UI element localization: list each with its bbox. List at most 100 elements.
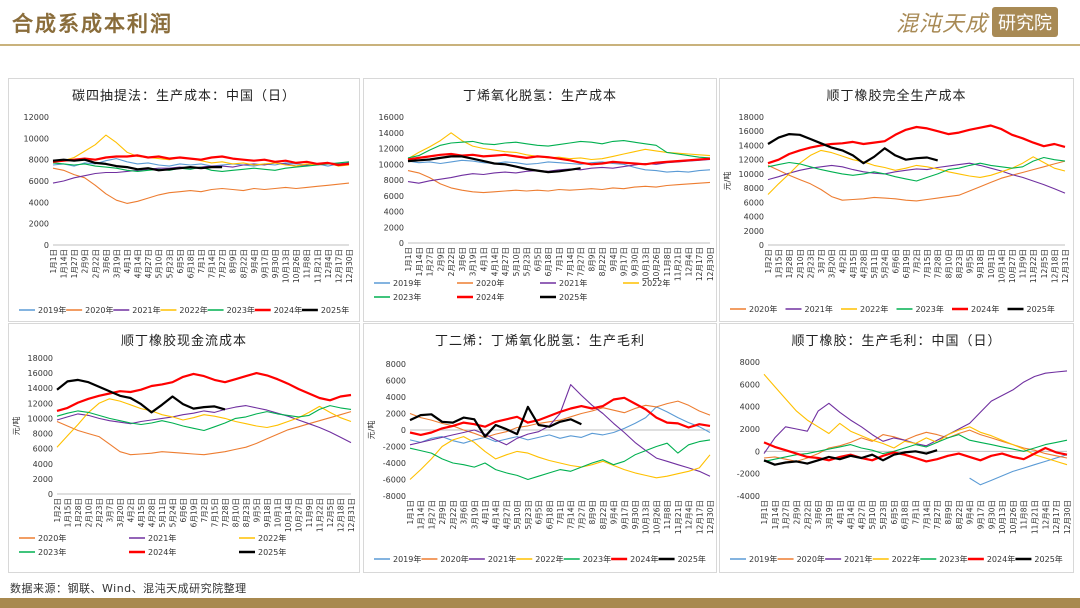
x-tick-label: 7月1日 (912, 500, 921, 525)
x-tick-label: 7月1日 (197, 249, 206, 274)
x-tick-label: 6月5日 (533, 247, 542, 272)
chart-panel-br-cashflow-cost: 顺丁橡胶现金流成本 0 2000 4000 6000 8000 10000 12000 1400… (8, 323, 360, 573)
x-tick-label: 9月4日 (610, 500, 619, 525)
series-line (52, 158, 350, 167)
x-tick-label: 3月7日 (106, 498, 115, 523)
x-tick-label: 8月22日 (599, 500, 608, 529)
y-tick-label: -2000 (737, 470, 760, 479)
x-tick-label: 11月9日 (305, 498, 314, 527)
y-tick-label: 10000 (28, 414, 53, 423)
x-tick-label: 12月30日 (706, 247, 715, 281)
x-tick-label: 1月15日 (64, 498, 73, 527)
x-tick-label: 4月28日 (148, 498, 157, 527)
x-tick-label: 9月5日 (966, 249, 975, 274)
y-tick-label: 6000 (29, 177, 49, 186)
x-tick-label: 2月22日 (803, 500, 812, 529)
chart-title: 丁烯氧化脱氢：生产成本 (462, 89, 617, 104)
x-tick-label: 9月17日 (620, 247, 629, 276)
y-tick-label: 18000 (739, 113, 764, 122)
x-tick-label: 3月20日 (828, 249, 837, 278)
x-tick-label: 3月6日 (102, 249, 111, 274)
x-tick-label: 6月18日 (186, 249, 195, 278)
x-tick-label: 5月23日 (523, 247, 532, 276)
x-tick-label: 3月19日 (469, 247, 478, 276)
x-tick-label: 9月17日 (620, 500, 629, 529)
y-tick-label: 0 (399, 239, 404, 248)
x-tick-label: 9月5日 (253, 498, 262, 523)
x-tick-label: 12月17日 (695, 500, 704, 534)
chart-panel-butane-extraction-cost: 碳四抽提法：生产成本：中国（日） 0 2000 4000 6000 8000 10000 12… (8, 78, 360, 322)
legend-label: 2025年 (258, 547, 286, 557)
legend-label: 2024年 (476, 292, 504, 302)
x-tick-label: 10月27日 (1008, 249, 1017, 283)
series-line (407, 140, 711, 159)
x-tick-label: 11月9日 (1019, 249, 1028, 278)
x-tick-label: 1月1日 (49, 249, 58, 274)
x-tick-label: 10月26日 (1009, 500, 1018, 534)
chart-svg: 0 2000 4000 6000 8000 10000 12000 14000 16000 180… (11, 354, 356, 557)
series-line (763, 370, 1068, 454)
x-tick-label: 2月9日 (436, 247, 445, 272)
legend-label: 2020年 (797, 554, 825, 564)
x-tick-label: 5月24日 (169, 498, 178, 527)
header: 合成系成本利润 混沌天成 研究院 (0, 0, 1080, 44)
legend-label: 2024年 (148, 547, 176, 557)
x-tick-label: 11月8日 (663, 500, 672, 529)
legend-label: 2024年 (630, 554, 658, 564)
legend-label: 2023年 (916, 304, 944, 314)
chart-title: 顺丁橡胶现金流成本 (120, 334, 247, 349)
legend-label: 2021年 (148, 533, 176, 543)
x-tick-label: 12月31日 (347, 498, 356, 532)
series-line (767, 133, 938, 165)
y-tick-label: 6000 (33, 445, 53, 454)
y-tick-label: 2000 (744, 227, 764, 236)
y-tick-label: 14000 (28, 384, 53, 393)
y-tick-label: 4000 (384, 208, 404, 217)
x-tick-label: 2月9日 (438, 500, 447, 525)
x-tick-label: 4月1日 (480, 247, 489, 272)
series-line (52, 167, 350, 204)
x-tick-label: 1月28日 (74, 498, 83, 527)
legend-label: 2022年 (258, 533, 286, 543)
x-tick-label: 9月17日 (260, 249, 269, 278)
chart-panel-br-full-cost: 顺丁橡胶完全生产成本 0 2000 4000 6000 8000 10000 12000 140… (719, 78, 1074, 322)
x-tick-label: 7月27日 (577, 247, 586, 276)
chart-title: 顺丁橡胶完全生产成本 (826, 89, 967, 104)
x-tick-label: 9月18日 (976, 249, 985, 278)
x-tick-label: 5月10日 (155, 249, 164, 278)
x-tick-label: 4月15日 (849, 249, 858, 278)
x-tick-label: 6月18日 (545, 500, 554, 529)
x-tick-label: 1月14日 (771, 500, 780, 529)
x-tick-label: 12月18日 (337, 498, 346, 532)
x-tick-label: 4月27日 (144, 249, 153, 278)
x-tick-label: 7月14日 (566, 247, 575, 276)
x-tick-label: 5月10日 (513, 500, 522, 529)
series-line (763, 449, 938, 466)
y-tick-label: 8000 (386, 360, 406, 369)
x-tick-label: 7月28日 (934, 249, 943, 278)
x-tick-label: 5月11日 (870, 249, 879, 278)
x-tick-label: 10月26日 (292, 249, 301, 283)
y-tick-label: 16000 (28, 369, 53, 378)
legend-label: 2024年 (274, 305, 302, 315)
x-tick-label: 5月23日 (165, 249, 174, 278)
page-title: 合成系成本利润 (12, 11, 173, 36)
series-line (56, 372, 352, 412)
legend-label: 2022年 (860, 304, 888, 314)
y-tick-label: 2000 (384, 223, 404, 232)
chart-panel-odh-cost: 丁烯氧化脱氢：生产成本 0 2000 4000 6000 8000 10000 12000 14… (363, 78, 717, 322)
series-line (409, 436, 711, 480)
legend-label: 2022年 (642, 278, 670, 288)
y-tick-label: 4000 (29, 198, 49, 207)
y-axis-label: 元/吨 (722, 172, 732, 191)
x-tick-label: 11月8日 (303, 249, 312, 278)
series-line (407, 152, 711, 166)
x-tick-label: 1月14日 (415, 247, 424, 276)
x-tick-label: 8月10日 (232, 498, 241, 527)
x-tick-label: 7月15日 (211, 498, 220, 527)
x-tick-label: 10月26日 (652, 500, 661, 534)
x-tick-label: 7月1日 (556, 500, 565, 525)
x-tick-label: 8月23日 (955, 249, 964, 278)
chart-panel-odh-margin: 丁二烯：丁烯氧化脱氢：生产毛利 -8000 -6000 -4000 -2000 0 2000… (363, 323, 717, 573)
x-tick-label: 11月8日 (663, 247, 672, 276)
